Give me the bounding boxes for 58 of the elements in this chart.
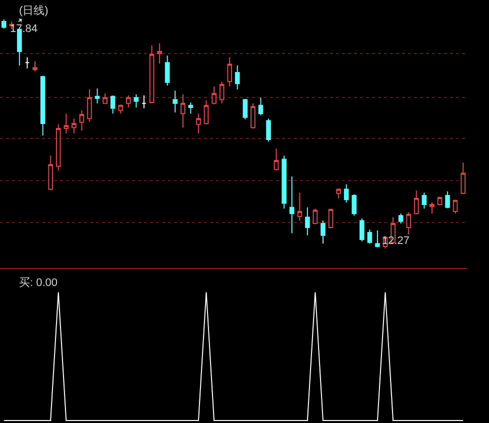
candlestick [102,92,108,104]
candlestick [367,229,372,244]
candlestick [32,60,38,72]
candlestick [282,155,286,210]
candlestick [164,55,170,86]
candlestick [258,97,264,116]
candlestick [227,56,232,87]
candlestick [297,192,302,222]
candlestick [430,202,434,214]
candlestick [242,98,248,120]
candlestick [406,212,412,236]
candlestick [414,190,419,215]
candlestick [336,188,341,199]
candlestick [250,102,256,129]
candlestick [64,113,69,134]
candlestick [134,94,139,108]
candlestick [234,65,240,90]
candlestick [274,148,279,171]
candlestick [56,124,61,171]
candlestick [24,56,30,69]
candlestick [266,118,271,142]
candlestick [328,208,334,229]
chart-title: 买: 0.00 [19,277,58,289]
candlestick [219,81,224,104]
candlestick [157,42,162,64]
candlestick [110,95,116,114]
candlestick [445,190,450,209]
candlestick [188,102,194,114]
candlestick [360,218,364,242]
chart-title: (日线) [19,4,48,17]
candlestick [79,110,84,131]
candlestick [126,95,131,108]
candlestick [437,196,442,206]
candlestick [149,44,154,104]
candlestick [40,75,46,136]
candlestick [118,104,124,114]
candlestick [94,88,100,104]
candlestick [48,155,53,191]
candlestick [352,194,357,216]
candlestick [320,220,326,244]
candlestick [460,162,466,195]
candlestick [196,113,201,134]
candlestick [375,230,380,248]
candlestick [172,90,178,113]
candlestick [72,118,76,134]
candlestick [204,100,209,125]
candlestick [1,18,6,30]
candlestick [452,199,458,214]
candlestick [142,95,146,109]
candlestick [422,192,427,210]
candlestick [344,184,349,203]
candlestick [289,176,294,234]
candlestick [87,88,92,122]
candlestick [312,208,318,225]
candlestick [305,206,310,236]
candlestick [180,94,186,128]
candlestick [212,86,216,105]
candlestick [398,213,404,224]
